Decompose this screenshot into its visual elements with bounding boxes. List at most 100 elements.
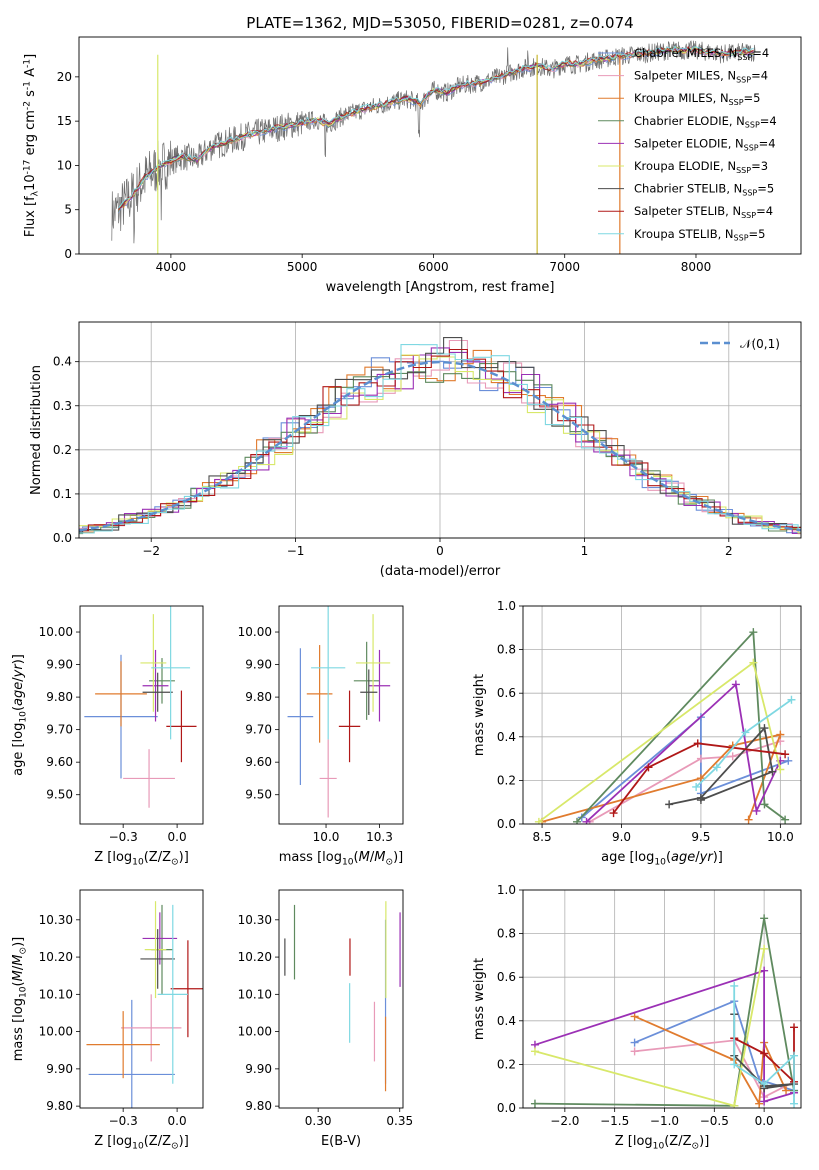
observed-spectrum <box>111 40 756 244</box>
weight-marker <box>728 752 737 761</box>
weight-marker <box>573 817 582 824</box>
weight-line <box>634 1039 795 1099</box>
weight-marker <box>782 1086 791 1095</box>
weight-marker <box>749 658 758 667</box>
weight-series <box>630 1012 791 1108</box>
legend-entry: Salpeter MILES, NSSP=4 <box>634 69 768 85</box>
x-tick-label: 10.0 <box>313 830 340 844</box>
legend-entry: Salpeter STELIB, NSSP=4 <box>634 204 773 220</box>
axes-frame <box>78 36 802 255</box>
weight-marker <box>665 800 674 809</box>
y-axis-label: mass [log10(M/M⊙)] <box>11 937 28 1061</box>
x-tick-label: 10.3 <box>366 830 393 844</box>
legend-entry: Kroupa MILES, NSSP=5 <box>634 91 760 107</box>
y-tick-label: 9.70 <box>245 723 272 737</box>
error-bar-point <box>144 901 167 999</box>
y-tick-label: 9.50 <box>46 788 73 802</box>
x-tick-label: 8000 <box>681 260 712 274</box>
y-tick-label: 0.6 <box>497 970 516 984</box>
error-bar-point <box>319 739 337 818</box>
y-tick-label: 5 <box>64 203 72 217</box>
y-tick-label: 0.0 <box>497 1101 516 1115</box>
weight-line <box>534 948 765 1107</box>
error-bar-point <box>338 690 361 763</box>
weight-marker <box>630 1012 639 1021</box>
weight-marker <box>696 796 705 805</box>
y-tick-label: 10.00 <box>39 625 73 639</box>
weight-marker <box>744 815 753 824</box>
weight-marker <box>609 809 618 818</box>
error-bar-point <box>86 1011 160 1079</box>
error-bar-point <box>142 672 173 712</box>
residual-histogram <box>79 344 801 534</box>
weight-marker <box>730 1060 739 1069</box>
weight-marker <box>530 1047 539 1056</box>
error-bar-point <box>353 641 380 720</box>
x-tick-label: 0.0 <box>168 830 187 844</box>
y-tick-label: 0.1 <box>53 487 72 501</box>
weight-marker <box>752 806 761 815</box>
weight-line <box>534 918 795 1107</box>
x-tick-label: 8.5 <box>533 830 552 844</box>
error-bar-point <box>140 614 167 712</box>
x-tick-label: 9.0 <box>612 830 631 844</box>
legend-entry: Chabrier STELIB, NSSP=5 <box>634 182 774 198</box>
error-bar-point <box>360 669 378 715</box>
weight-marker <box>760 1049 769 1058</box>
axes-frame <box>79 605 204 825</box>
error-bar-point <box>355 614 391 712</box>
weight-series <box>538 730 785 824</box>
error-bar-point <box>142 912 178 965</box>
ticks: −0.3 0.0 9.80 9.90 10.00 10.10 10.20 10.30 <box>39 913 187 1128</box>
y-tick-label: 0 <box>64 247 72 261</box>
x-tick-label: 2 <box>725 544 733 558</box>
ticks: 0.30 0.35 9.80 9.90 10.00 10.10 10.20 10.30 <box>238 913 413 1128</box>
weight-line <box>541 733 782 823</box>
x-tick-label: −1 <box>287 544 305 558</box>
ticks: 4000 5000 6000 7000 8000 0 5 10 15 20 <box>57 70 712 274</box>
weight-marker <box>760 800 769 809</box>
chart-title: PLATE=1362, MJD=53050, FIBERID=0281, z=0… <box>246 14 633 32</box>
weight-series <box>530 966 799 1106</box>
y-tick-label: 0.2 <box>497 1057 516 1071</box>
residual-histogram <box>79 363 801 535</box>
y-tick-label: 1.0 <box>497 883 516 897</box>
y-tick-label: 0.4 <box>497 730 516 744</box>
y-tick-label: 0.2 <box>53 443 72 457</box>
y-axis-label: Flux [fλ10-17 erg cm-2 s-1 A-1] <box>22 54 40 237</box>
error-bar-point <box>287 648 314 785</box>
x-tick-label: −0.5 <box>700 1114 729 1128</box>
legend: 𝒩(0,1) <box>700 337 780 351</box>
y-tick-label: 10.00 <box>238 1025 272 1039</box>
y-tick-label: 10.10 <box>238 987 272 1001</box>
weight-series <box>609 739 790 818</box>
error-bar-point <box>140 929 175 989</box>
x-axis-label: mass [log10(M/M⊙)] <box>279 850 403 867</box>
ticks: −2 −1 0 1 2 0.0 0.1 0.2 0.3 0.4 <box>53 355 733 558</box>
normal-curve <box>79 360 801 532</box>
x-tick-label: −1.0 <box>650 1114 679 1128</box>
y-tick-label: 9.90 <box>245 658 272 672</box>
age-vs-mass-panel: 10.0 10.3 9.50 9.60 9.70 9.80 9.90 10.00 mass [l… <box>238 605 404 867</box>
legend-entry: 𝒩(0,1) <box>740 337 780 351</box>
y-tick-label: 9.80 <box>46 1099 73 1113</box>
x-axis-label: age [log10(age/yr)] <box>601 850 723 867</box>
weight-series <box>534 658 785 824</box>
y-tick-label: 9.60 <box>46 755 73 769</box>
weight-marker <box>776 730 785 739</box>
x-tick-label: 1 <box>581 544 589 558</box>
x-axis-label: E(B-V) <box>321 1134 361 1149</box>
x-tick-label: 0.0 <box>755 1114 774 1128</box>
x-tick-label: 4000 <box>156 260 187 274</box>
y-tick-label: 20 <box>57 70 72 84</box>
error-bar-point <box>157 904 188 1084</box>
y-tick-label: 9.80 <box>245 1099 272 1113</box>
y-tick-label: 10.30 <box>39 913 73 927</box>
legend-entry: Chabrier ELODIE, NSSP=4 <box>634 114 777 130</box>
x-axis-label: Z [log10(Z/Z⊙)] <box>94 850 189 867</box>
y-tick-label: 10.20 <box>238 950 272 964</box>
x-tick-label: −0.3 <box>109 1114 138 1128</box>
y-tick-label: 10.30 <box>238 913 272 927</box>
weight-marker <box>760 1080 769 1089</box>
